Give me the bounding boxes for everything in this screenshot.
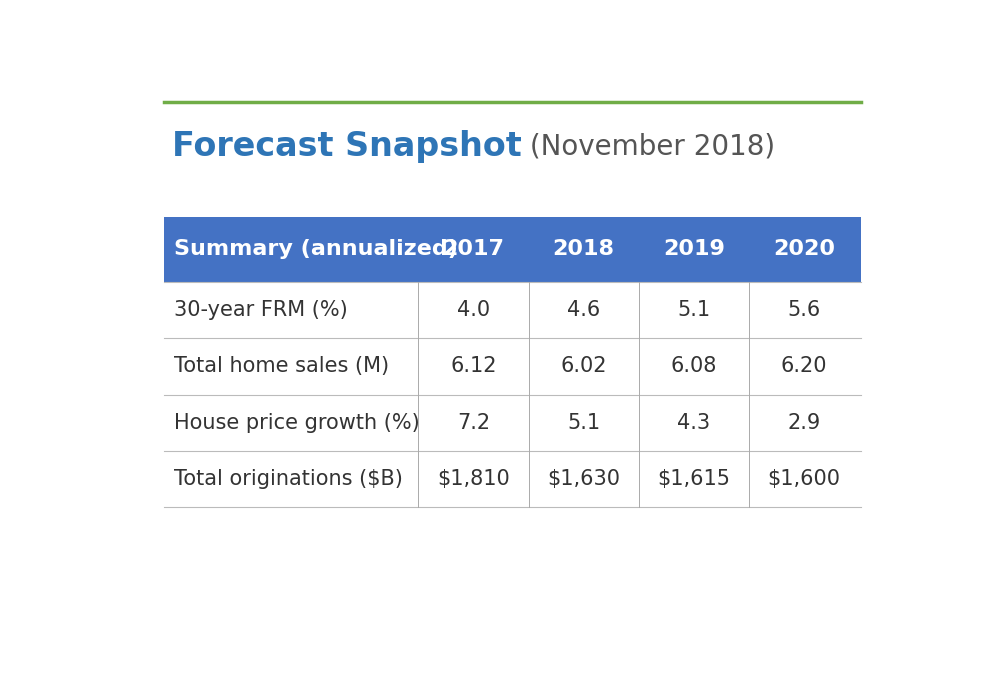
Text: $1,600: $1,600 [768, 469, 841, 489]
Text: Forecast Snapshot: Forecast Snapshot [172, 130, 521, 163]
Text: 5.1: 5.1 [677, 300, 710, 320]
Text: 6.02: 6.02 [560, 356, 607, 376]
Text: 2020: 2020 [773, 240, 835, 259]
Text: House price growth (%): House price growth (%) [174, 413, 420, 433]
Text: Total originations ($B): Total originations ($B) [174, 469, 403, 489]
Text: 4.3: 4.3 [677, 413, 710, 433]
Text: $1,615: $1,615 [657, 469, 730, 489]
Text: 2017: 2017 [442, 240, 504, 259]
Text: 2019: 2019 [663, 240, 725, 259]
Text: 4.6: 4.6 [567, 300, 600, 320]
Text: 2.9: 2.9 [787, 413, 821, 433]
Text: 2018: 2018 [553, 240, 615, 259]
Text: $1,630: $1,630 [547, 469, 620, 489]
Text: 6.12: 6.12 [450, 356, 497, 376]
Text: 30-year FRM (%): 30-year FRM (%) [174, 300, 348, 320]
Text: 4.0: 4.0 [457, 300, 490, 320]
Text: 6.20: 6.20 [781, 356, 827, 376]
Text: Total home sales (M): Total home sales (M) [174, 356, 389, 376]
Text: 7.2: 7.2 [457, 413, 490, 433]
Text: 5.1: 5.1 [567, 413, 600, 433]
Text: 5.6: 5.6 [787, 300, 821, 320]
Text: 6.08: 6.08 [671, 356, 717, 376]
Text: Summary (annualized): Summary (annualized) [174, 240, 458, 259]
Text: $1,810: $1,810 [437, 469, 510, 489]
Text: (November 2018): (November 2018) [521, 133, 775, 160]
